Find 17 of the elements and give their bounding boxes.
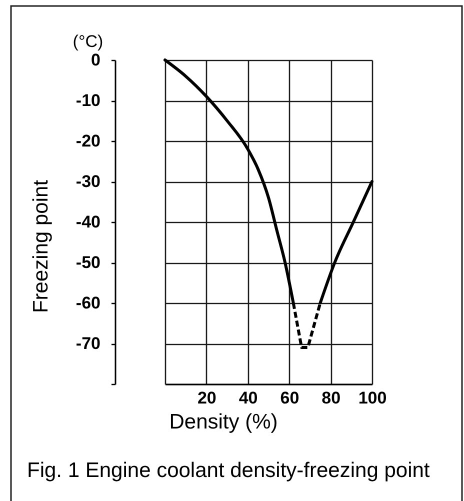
x-tick-label: 40 xyxy=(238,388,258,408)
y-tick-label: -70 xyxy=(76,334,100,353)
caption: Fig. 1 Engine coolant density-freezing point xyxy=(27,459,430,482)
y-tick-label: -30 xyxy=(76,172,100,191)
y-tick-label: -10 xyxy=(76,91,100,110)
y-tick-label: -40 xyxy=(76,212,100,232)
x-tick-label: 20 xyxy=(197,388,216,408)
x-axis-title: Density (%) xyxy=(169,410,278,434)
x-tick-label: 60 xyxy=(280,388,300,408)
y-tick-label: -60 xyxy=(76,294,100,312)
y-axis-title: Freezing point xyxy=(30,180,52,314)
y-tick-label: -50 xyxy=(76,253,100,272)
text: (°C) xyxy=(72,32,104,51)
x-tick-label: 80 xyxy=(322,388,341,408)
y-tick-label: -20 xyxy=(76,132,100,150)
x-tick-label: 100 xyxy=(358,388,387,408)
y-tick-label: 0 xyxy=(91,50,100,70)
